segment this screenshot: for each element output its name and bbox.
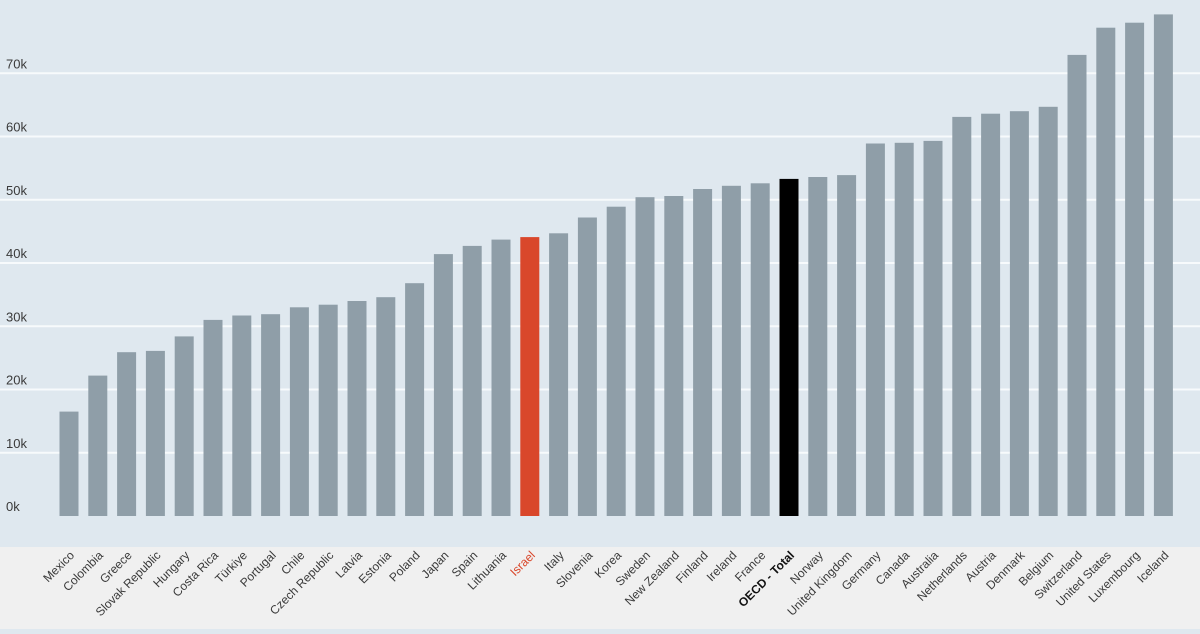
bar-colombia <box>88 375 108 516</box>
bar-sweden <box>635 197 655 516</box>
bar-luxembourg <box>1125 22 1145 516</box>
bar-iceland <box>1153 14 1173 517</box>
bar-oecd-total <box>779 178 799 516</box>
bar-czech-republic <box>318 304 338 516</box>
bar-t-rkiye <box>232 315 252 516</box>
bar-germany <box>865 143 885 516</box>
bar-finland <box>693 189 713 516</box>
y-tick-label: 60k <box>6 120 27 135</box>
bar-latvia <box>347 301 367 516</box>
bars <box>59 14 1173 517</box>
bar-korea <box>606 206 626 516</box>
category-label-band <box>0 547 1200 629</box>
bar-slovenia <box>577 217 597 516</box>
bar-norway <box>808 177 828 516</box>
y-axis-tick-labels: 0k 10k 20k 30k 40k 50k 60k 70k <box>6 56 27 514</box>
bar-denmark <box>1009 111 1029 516</box>
bar-estonia <box>376 297 396 516</box>
bar-poland <box>405 283 425 516</box>
bar-netherlands <box>952 116 972 517</box>
y-tick-label: 70k <box>6 56 27 71</box>
bar-belgium <box>1038 106 1058 517</box>
y-tick-label: 20k <box>6 373 27 388</box>
bar-italy <box>549 233 569 517</box>
y-tick-label: 0k <box>6 499 20 514</box>
y-tick-label: 50k <box>6 183 27 198</box>
bar-mexico <box>59 411 79 516</box>
bar-switzerland <box>1067 54 1087 517</box>
y-tick-label: 40k <box>6 246 27 261</box>
bar-costa-rica <box>203 319 223 516</box>
bar-hungary <box>174 336 194 516</box>
bar-new-zealand <box>664 196 684 516</box>
bar-ireland <box>721 185 741 517</box>
bar-japan <box>433 254 453 516</box>
bar-france <box>750 183 770 517</box>
y-tick-label: 30k <box>6 309 27 324</box>
bar-spain <box>462 245 482 516</box>
bar-canada <box>894 142 914 517</box>
bar-portugal <box>261 314 281 516</box>
bar-greece <box>117 352 137 516</box>
bar-lithuania <box>491 239 511 516</box>
bar-israel <box>520 237 540 516</box>
bar-united-states <box>1096 27 1116 516</box>
bar-chile <box>289 307 309 516</box>
bar-austria <box>981 113 1001 516</box>
bar-united-kingdom <box>837 175 857 516</box>
bar-australia <box>923 140 943 516</box>
y-tick-label: 10k <box>6 436 27 451</box>
bar-slovak-republic <box>145 350 165 516</box>
